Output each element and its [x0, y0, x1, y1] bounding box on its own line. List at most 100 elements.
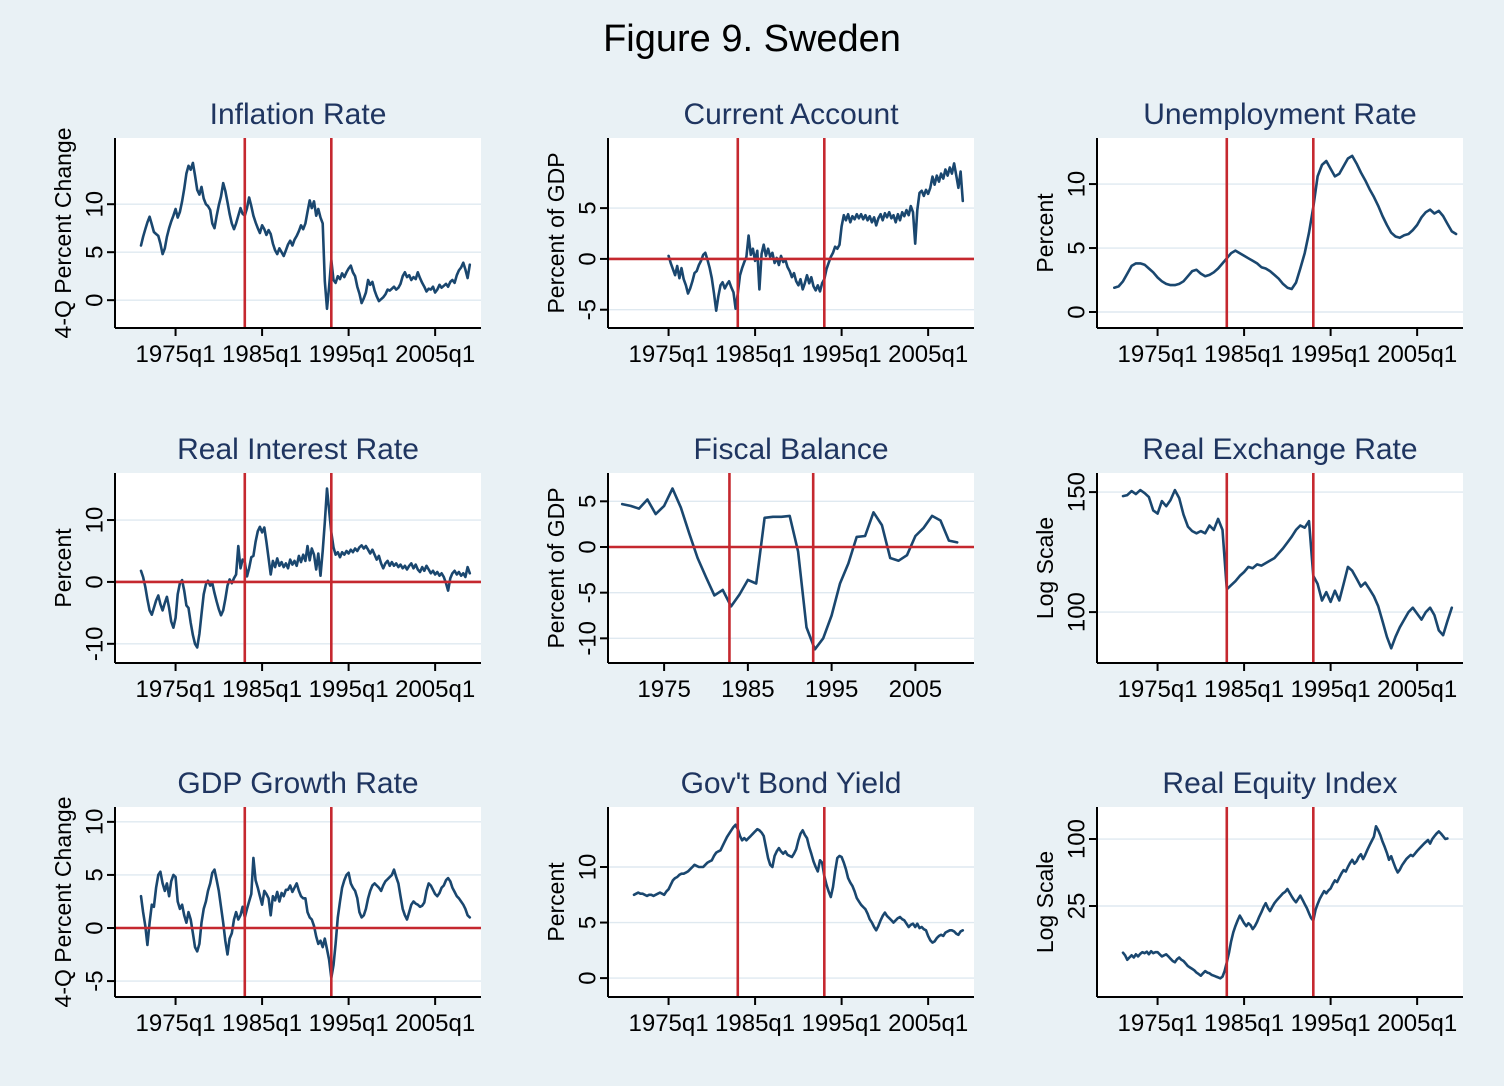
plot-area [1097, 473, 1463, 663]
x-tick-label: 1975q1 [629, 341, 709, 368]
chart-canvas-gdp-growth-rate: -5 0 5 10 1975q1 1985q1 1995q1 2005q1 4-Q Percen… [50, 767, 481, 1037]
x-tick-label: 2005q1 [395, 341, 475, 368]
y-tick-label: 0 [574, 971, 601, 984]
chart-title: Real Interest Rate [177, 433, 419, 466]
chart-inflation-rate: 0 5 10 1975q1 1985q1 1995q1 2005q1 4-Q Percent … [30, 90, 508, 392]
y-tick-label: 0 [1063, 305, 1090, 318]
series-line [1121, 488, 1454, 650]
x-tick-label: 1995q1 [309, 341, 389, 368]
y-axis-label: Percent of GDP [543, 487, 569, 648]
x-tick-label: 2005q1 [395, 676, 475, 703]
y-tick-label: 10 [1063, 171, 1090, 198]
chart-title: Current Account [683, 98, 899, 131]
y-tick-label: 0 [81, 293, 108, 306]
chart-gdp-growth-rate: -5 0 5 10 1975q1 1985q1 1995q1 2005q1 4-Q Percen… [30, 759, 508, 1061]
chart-fiscal-balance: 5 0 -5 -10 1975 1985 1995 2005 Percent of GDP Fis… [523, 425, 1001, 727]
series-line [139, 161, 472, 311]
y-tick-label: 0 [81, 575, 108, 588]
y-axis-label: Percent of GDP [543, 152, 569, 313]
x-tick-label: 1975q1 [1118, 1010, 1198, 1037]
y-axis-label: Percent [543, 862, 569, 942]
y-tick-label: 0 [81, 921, 108, 934]
x-tick-label: 1985q1 [1204, 1010, 1284, 1037]
series-line [1121, 825, 1449, 980]
plot-area [1097, 138, 1463, 328]
chart-title: Real Exchange Rate [1142, 433, 1417, 466]
y-tick-label: -5 [574, 582, 601, 603]
x-tick-label: 1995q1 [309, 1010, 389, 1037]
y-axis-label: Log Scale [1032, 517, 1058, 619]
x-tick-label: 1995q1 [802, 1010, 882, 1037]
y-tick-label: 5 [81, 868, 108, 881]
x-tick-label: 1985q1 [222, 676, 302, 703]
x-tick-label: 1995q1 [309, 676, 389, 703]
chart-title: Gov't Bond Yield [681, 767, 902, 800]
x-tick-label: 1985q1 [222, 1010, 302, 1037]
chart-title: GDP Growth Rate [177, 767, 418, 800]
plot-area [608, 138, 974, 328]
x-tick-label: 1995q1 [1291, 341, 1371, 368]
y-tick-label: 5 [81, 246, 108, 259]
x-tick-label: 1975q1 [629, 1010, 709, 1037]
x-tick-label: 2005q1 [1377, 1010, 1457, 1037]
x-tick-label: 1985 [721, 676, 774, 703]
chart-title: Fiscal Balance [693, 433, 888, 466]
chart-title: Unemployment Rate [1143, 98, 1416, 131]
x-tick-label: 1975q1 [1118, 676, 1198, 703]
series-line [632, 823, 965, 944]
plot-area [608, 473, 974, 663]
y-tick-label: 150 [1063, 472, 1090, 512]
y-tick-label: -10 [574, 621, 601, 656]
y-axis-label: Percent [1032, 193, 1058, 273]
x-tick-label: 1985q1 [1204, 341, 1284, 368]
y-tick-label: 25 [1063, 893, 1090, 920]
plot-area [608, 807, 974, 997]
x-tick-label: 2005q1 [1377, 676, 1457, 703]
x-tick-label: 1975q1 [136, 341, 216, 368]
x-tick-label: 1995q1 [802, 341, 882, 368]
x-tick-label: 2005q1 [395, 1010, 475, 1037]
y-tick-label: 0 [574, 252, 601, 265]
y-tick-label: 10 [574, 854, 601, 881]
chart-unemployment-rate: 0 5 10 1975q1 1985q1 1995q1 2005q1 Percent Unemp… [1012, 90, 1490, 392]
chart-real-interest-rate: -10 0 10 1975q1 1985q1 1995q1 2005q1 Percent Rea… [30, 425, 508, 727]
plot-area [115, 473, 481, 663]
y-axis-label: Log Scale [1032, 851, 1058, 953]
y-tick-label: -5 [574, 299, 601, 320]
y-tick-label: 10 [81, 507, 108, 534]
x-tick-label: 2005q1 [1377, 341, 1457, 368]
y-tick-label: 100 [1063, 819, 1090, 859]
y-tick-label: 10 [81, 809, 108, 836]
y-tick-label: 5 [1063, 241, 1090, 254]
x-tick-label: 1975q1 [136, 1010, 216, 1037]
series-line [139, 487, 472, 649]
y-tick-label: -5 [81, 970, 108, 991]
chart-canvas-real-exchange-rate: 100 150 1975q1 1985q1 1995q1 2005q1 Log Scale R… [1032, 433, 1463, 703]
x-tick-label: 1985q1 [222, 341, 302, 368]
x-tick-label: 1985q1 [1204, 676, 1284, 703]
plot-area [115, 807, 481, 997]
x-tick-label: 2005q1 [888, 341, 968, 368]
x-tick-label: 1975q1 [136, 676, 216, 703]
y-axis-label: Percent [50, 528, 76, 608]
chart-title: Inflation Rate [210, 98, 387, 131]
x-tick-label: 2005 [889, 676, 942, 703]
x-tick-label: 1995q1 [1291, 676, 1371, 703]
y-tick-label: 10 [81, 191, 108, 218]
y-tick-label: 100 [1063, 592, 1090, 632]
chart-canvas-govt-bond-yield: 0 5 10 1975q1 1985q1 1995q1 2005q1 Percent Gov't… [543, 767, 974, 1037]
series-line [1113, 154, 1458, 291]
plot-area [1097, 807, 1463, 997]
y-tick-label: 5 [574, 495, 601, 508]
x-tick-label: 1985q1 [715, 1010, 795, 1037]
y-tick-label: -10 [81, 626, 108, 661]
y-axis-label: 4-Q Percent Change [50, 128, 76, 339]
chart-canvas-real-interest-rate: -10 0 10 1975q1 1985q1 1995q1 2005q1 Percent Rea… [50, 433, 481, 703]
series-line [620, 487, 959, 651]
x-tick-label: 1975 [637, 676, 690, 703]
chart-canvas-current-account: -5 0 5 1975q1 1985q1 1995q1 2005q1 Percent of G… [543, 98, 974, 368]
chart-canvas-real-equity-index: 25 100 1975q1 1985q1 1995q1 2005q1 Log Scale Re… [1032, 767, 1463, 1037]
x-tick-label: 1995q1 [1291, 1010, 1371, 1037]
x-tick-label: 1985q1 [715, 341, 795, 368]
y-tick-label: 0 [574, 540, 601, 553]
